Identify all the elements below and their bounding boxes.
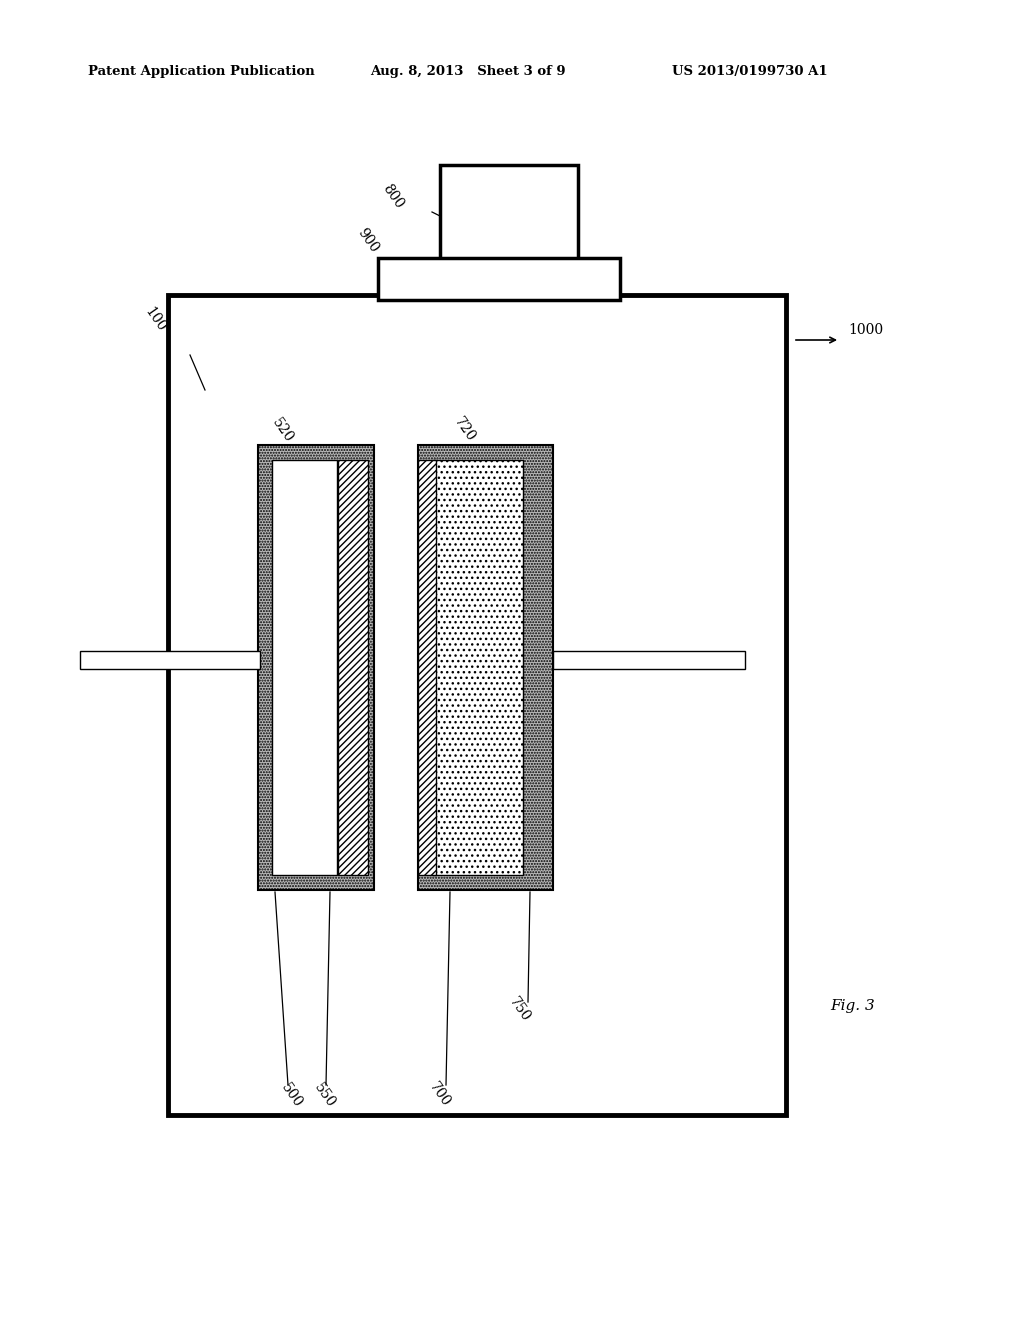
Bar: [80, 651, 260, 669]
Bar: [338, 459, 368, 875]
Text: 100: 100: [141, 305, 168, 335]
Bar: [433, 459, 523, 875]
Text: 550: 550: [311, 1080, 338, 1110]
Text: 750: 750: [507, 995, 534, 1024]
Bar: [440, 165, 578, 297]
Text: 520: 520: [269, 416, 296, 445]
Text: Patent Application Publication: Patent Application Publication: [88, 66, 314, 78]
Text: Fig. 3: Fig. 3: [830, 999, 874, 1012]
Text: 1000: 1000: [848, 323, 883, 337]
Text: 800: 800: [380, 181, 407, 211]
Bar: [418, 459, 436, 875]
Bar: [378, 257, 620, 300]
Bar: [168, 294, 786, 1115]
Bar: [258, 445, 374, 890]
Text: 900: 900: [354, 226, 381, 255]
Text: US 2013/0199730 A1: US 2013/0199730 A1: [672, 66, 827, 78]
Bar: [418, 445, 553, 890]
Text: Aug. 8, 2013   Sheet 3 of 9: Aug. 8, 2013 Sheet 3 of 9: [370, 66, 565, 78]
Text: 700: 700: [427, 1080, 454, 1110]
Text: 720: 720: [452, 416, 478, 445]
Bar: [553, 651, 745, 669]
Text: 500: 500: [279, 1080, 305, 1110]
Bar: [272, 459, 337, 875]
